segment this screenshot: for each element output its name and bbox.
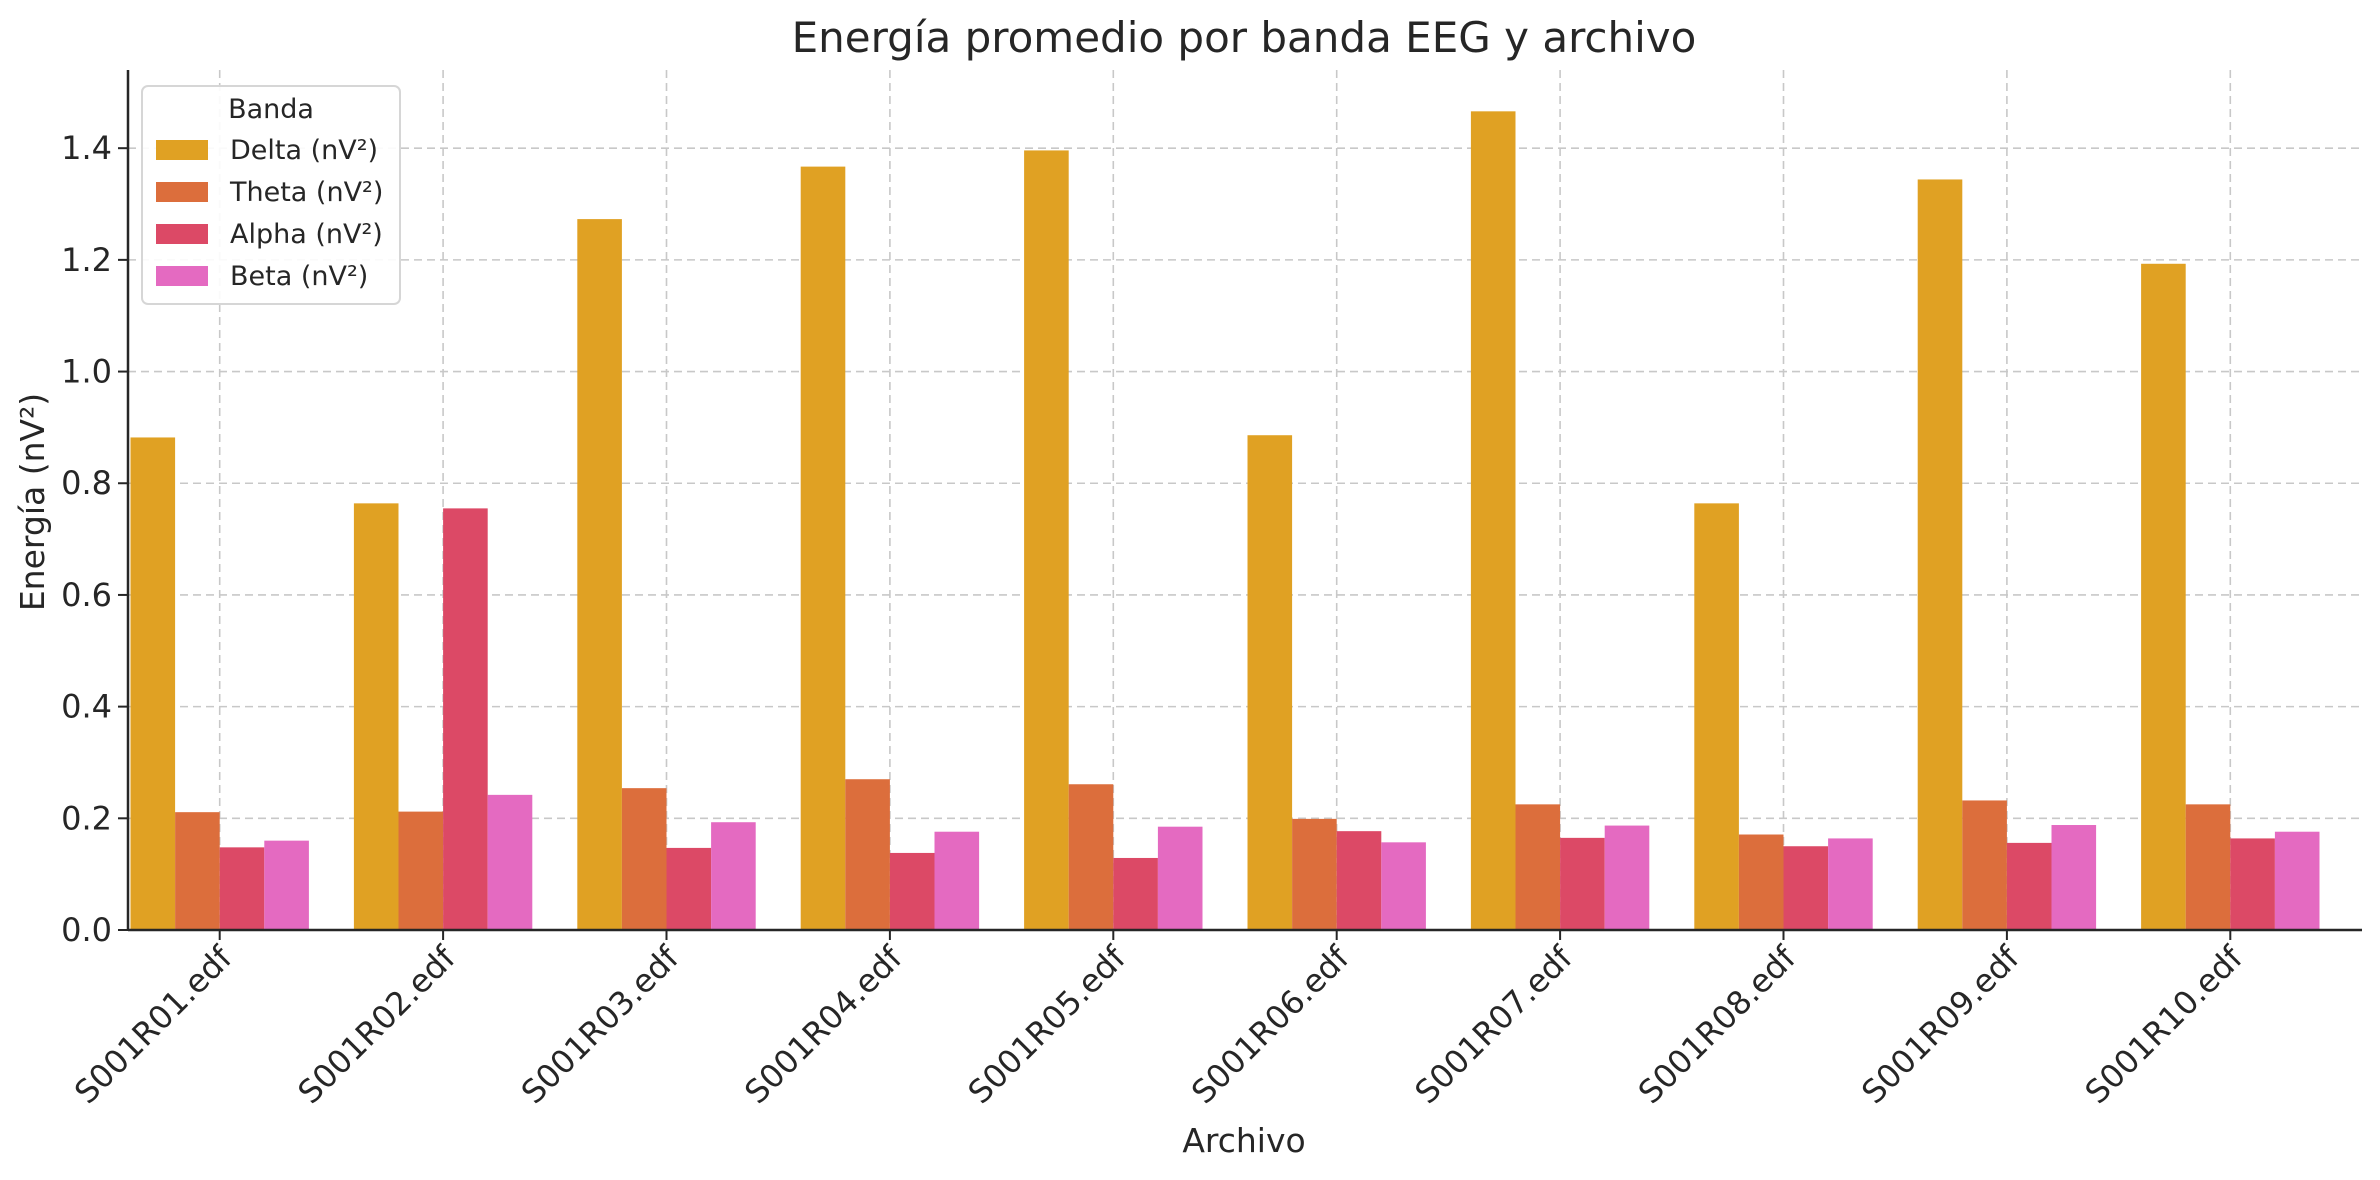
bar <box>1157 826 1203 930</box>
x-tick-label: S001R02.edf <box>290 938 463 1111</box>
bar <box>1024 150 1069 930</box>
bar <box>1381 842 1426 930</box>
bar <box>219 847 265 930</box>
legend-label: Theta (nV²) <box>229 177 383 208</box>
legend-swatch <box>156 224 208 244</box>
bar <box>2051 825 2097 930</box>
x-tick-label: S001R07.edf <box>1407 938 1580 1111</box>
legend-swatch <box>156 182 208 202</box>
x-tick-label: S001R10.edf <box>2078 938 2251 1111</box>
x-axis-label: Archivo <box>1182 1121 1305 1160</box>
bar <box>1783 846 1829 930</box>
bar <box>711 822 756 930</box>
bars <box>130 111 2320 931</box>
bar <box>398 811 444 930</box>
legend-swatch <box>156 140 208 160</box>
chart-title: Energía promedio por banda EEG y archivo <box>792 13 1697 62</box>
bar <box>666 847 712 930</box>
y-axis-ticks: 0.0 0.2 0.4 0.6 0.8 1.0 1.2 1.4 <box>61 129 128 949</box>
bar <box>1470 111 1516 930</box>
bar <box>1113 857 1158 930</box>
bar <box>2185 804 2231 930</box>
bar <box>487 794 533 930</box>
legend-label: Alpha (nV²) <box>230 219 383 250</box>
y-tick-label: 0.8 <box>61 464 112 502</box>
x-tick-label: S001R01.edf <box>67 938 240 1111</box>
legend-swatch <box>156 266 208 286</box>
legend-label: Beta (nV²) <box>230 261 368 292</box>
bar <box>2006 842 2052 930</box>
bar <box>1917 179 1963 931</box>
bar <box>175 812 220 930</box>
bar <box>1828 838 1873 930</box>
bar <box>1336 831 1382 930</box>
bar <box>1247 435 1293 930</box>
bar <box>130 437 176 930</box>
y-tick-label: 0.2 <box>61 799 112 837</box>
bar <box>1560 837 1605 930</box>
y-tick-label: 1.0 <box>61 353 112 391</box>
x-tick-label: S001R09.edf <box>1854 938 2027 1111</box>
bar <box>1604 825 1650 930</box>
x-tick-label: S001R05.edf <box>961 938 1134 1111</box>
y-tick-label: 0.4 <box>61 688 112 726</box>
bar <box>1292 818 1337 930</box>
bar <box>2141 263 2186 930</box>
bar <box>264 840 309 930</box>
grid <box>128 70 2362 930</box>
x-tick-label: S001R03.edf <box>514 938 687 1111</box>
bar <box>845 779 890 930</box>
bar <box>577 219 622 931</box>
y-tick-label: 1.4 <box>61 129 112 167</box>
bar <box>1694 503 1739 930</box>
legend: Banda Delta (nV²) Theta (nV²) Alpha (nV²) B… <box>141 85 401 305</box>
legend-items: Delta (nV²) Theta (nV²) Alpha (nV²) Beta (n… <box>156 135 383 292</box>
bar <box>889 852 935 930</box>
bar <box>2230 838 2275 930</box>
x-tick-label: S001R06.edf <box>1184 938 1357 1111</box>
x-tick-label: S001R08.edf <box>1631 938 1804 1111</box>
bar <box>934 831 980 930</box>
bar <box>621 788 667 930</box>
bar <box>1515 804 1561 930</box>
y-tick-label: 1.2 <box>61 241 112 279</box>
bar <box>1068 784 1114 930</box>
x-tick-label: S001R04.edf <box>737 938 910 1111</box>
legend-label: Delta (nV²) <box>230 135 378 166</box>
y-tick-label: 0.0 <box>61 911 112 949</box>
y-axis-label: Energía (nV²) <box>13 393 52 611</box>
legend-title: Banda <box>228 94 314 125</box>
bar <box>2274 831 2320 930</box>
bar <box>1738 834 1784 930</box>
bar <box>800 166 846 931</box>
axes <box>126 70 2362 932</box>
bar <box>353 503 399 930</box>
x-axis-ticks: S001R01.edf S001R02.edf S001R03.edf S001R04… <box>67 930 2250 1111</box>
bar <box>1962 800 2007 930</box>
bar <box>443 508 488 930</box>
y-tick-label: 0.6 <box>61 576 112 614</box>
